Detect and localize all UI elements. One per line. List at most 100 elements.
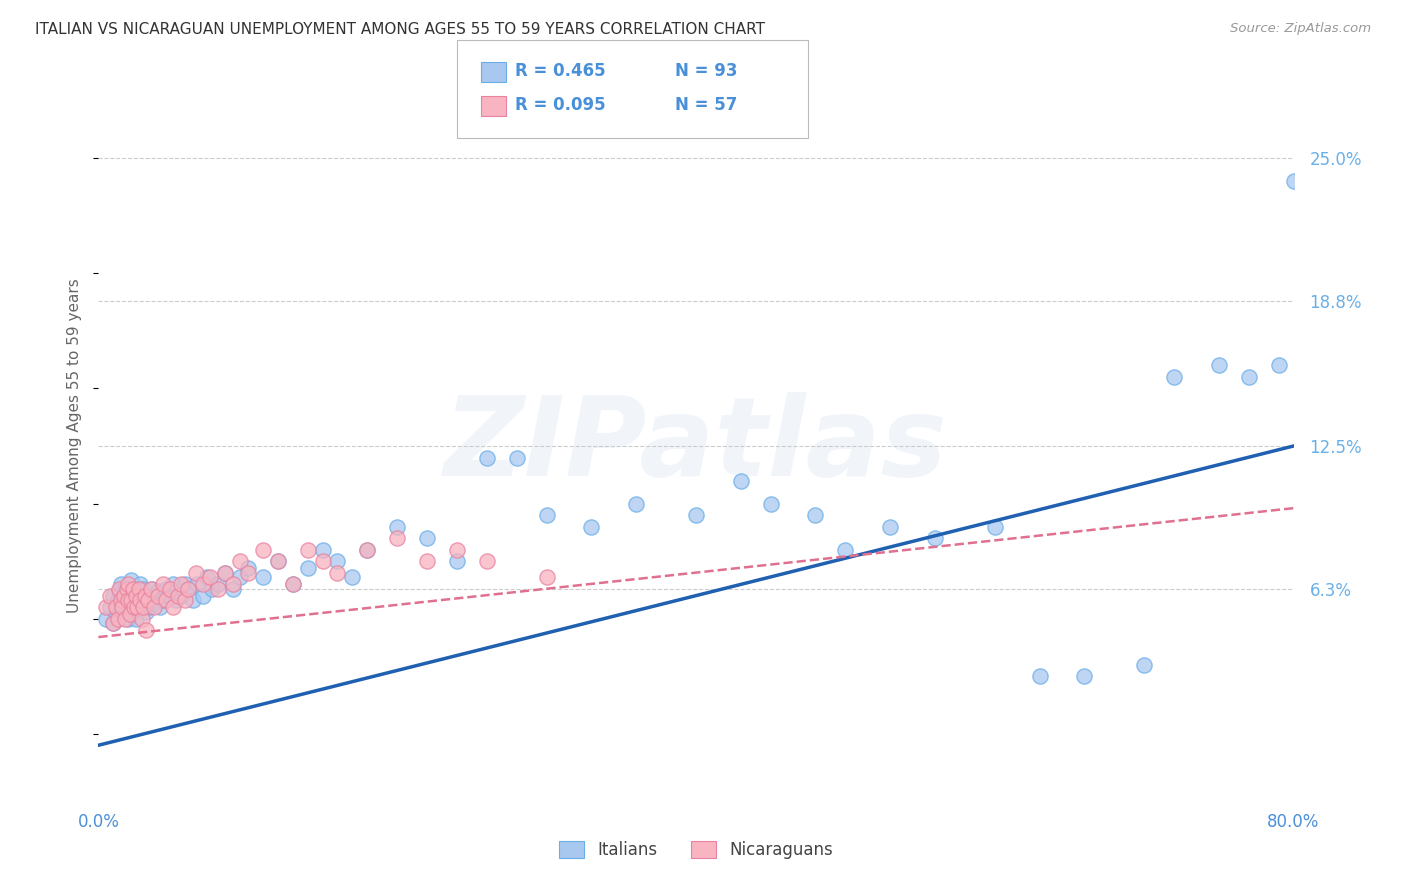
- Point: [98, 600, 122, 615]
- Point: [141, 582, 163, 596]
- Point: [111, 605, 134, 619]
- Point: [197, 570, 219, 584]
- Point: [162, 600, 184, 615]
- Text: R = 0.095: R = 0.095: [515, 96, 605, 114]
- Point: [506, 450, 529, 465]
- Point: [117, 582, 139, 596]
- Point: [356, 542, 378, 557]
- Point: [536, 508, 558, 522]
- Point: [252, 570, 274, 584]
- Point: [110, 593, 132, 607]
- Point: [105, 607, 128, 621]
- Point: [169, 589, 191, 603]
- Point: [326, 566, 349, 580]
- Point: [252, 542, 274, 557]
- Point: [804, 508, 827, 522]
- Point: [134, 593, 156, 607]
- Point: [236, 566, 259, 580]
- Point: [103, 616, 125, 631]
- Point: [117, 577, 139, 591]
- Point: [159, 582, 181, 596]
- Point: [155, 593, 177, 607]
- Point: [152, 593, 174, 607]
- Point: [162, 577, 184, 591]
- Point: [94, 612, 117, 626]
- Point: [108, 584, 131, 599]
- Point: [127, 600, 149, 615]
- Point: [984, 519, 1007, 533]
- Point: [581, 519, 603, 533]
- Point: [267, 554, 290, 568]
- Point: [136, 593, 159, 607]
- Point: [214, 566, 236, 580]
- Point: [107, 593, 129, 607]
- Point: [98, 589, 122, 603]
- Point: [117, 612, 139, 626]
- Point: [222, 582, 245, 596]
- Point: [385, 531, 409, 545]
- Point: [177, 582, 200, 596]
- Point: [112, 589, 135, 603]
- Point: [103, 589, 125, 603]
- Point: [142, 600, 165, 615]
- Point: [129, 593, 152, 607]
- Point: [879, 519, 901, 533]
- Point: [200, 570, 222, 584]
- Point: [132, 582, 155, 596]
- Point: [281, 577, 304, 591]
- Point: [132, 600, 155, 615]
- Point: [148, 589, 170, 603]
- Point: [110, 595, 132, 609]
- Point: [120, 607, 142, 621]
- Point: [207, 582, 229, 596]
- Point: [118, 593, 141, 607]
- Point: [136, 589, 159, 603]
- Point: [174, 593, 197, 607]
- Point: [111, 600, 134, 615]
- Text: N = 57: N = 57: [675, 96, 737, 114]
- Point: [191, 589, 214, 603]
- Point: [1028, 669, 1050, 683]
- Point: [105, 600, 128, 615]
- Point: [165, 593, 187, 607]
- Point: [169, 577, 191, 591]
- Point: [1237, 370, 1260, 384]
- Point: [134, 589, 156, 603]
- Point: [759, 497, 782, 511]
- Point: [138, 600, 160, 615]
- Point: [124, 600, 146, 615]
- Point: [117, 593, 139, 607]
- Point: [730, 474, 752, 488]
- Point: [207, 577, 229, 591]
- Point: [121, 582, 143, 596]
- Point: [416, 554, 439, 568]
- Point: [155, 582, 177, 596]
- Point: [132, 600, 155, 615]
- Point: [121, 582, 143, 596]
- Point: [115, 582, 138, 596]
- Point: [356, 542, 378, 557]
- Text: ITALIAN VS NICARAGUAN UNEMPLOYMENT AMONG AGES 55 TO 59 YEARS CORRELATION CHART: ITALIAN VS NICARAGUAN UNEMPLOYMENT AMONG…: [35, 22, 765, 37]
- Point: [184, 566, 207, 580]
- Text: N = 93: N = 93: [675, 62, 737, 80]
- Point: [128, 582, 150, 596]
- Point: [107, 612, 129, 626]
- Point: [181, 593, 204, 607]
- Point: [1073, 669, 1095, 683]
- Point: [125, 589, 148, 603]
- Point: [157, 589, 180, 603]
- Point: [222, 577, 245, 591]
- Point: [135, 605, 157, 619]
- Point: [536, 570, 558, 584]
- Point: [114, 600, 136, 615]
- Point: [186, 577, 208, 591]
- Point: [326, 554, 349, 568]
- Point: [174, 577, 197, 591]
- Point: [118, 607, 141, 621]
- Point: [129, 577, 152, 591]
- Text: ZIPatlas: ZIPatlas: [444, 392, 948, 500]
- Point: [139, 593, 162, 607]
- Point: [311, 542, 333, 557]
- Text: Source: ZipAtlas.com: Source: ZipAtlas.com: [1230, 22, 1371, 36]
- Point: [115, 593, 138, 607]
